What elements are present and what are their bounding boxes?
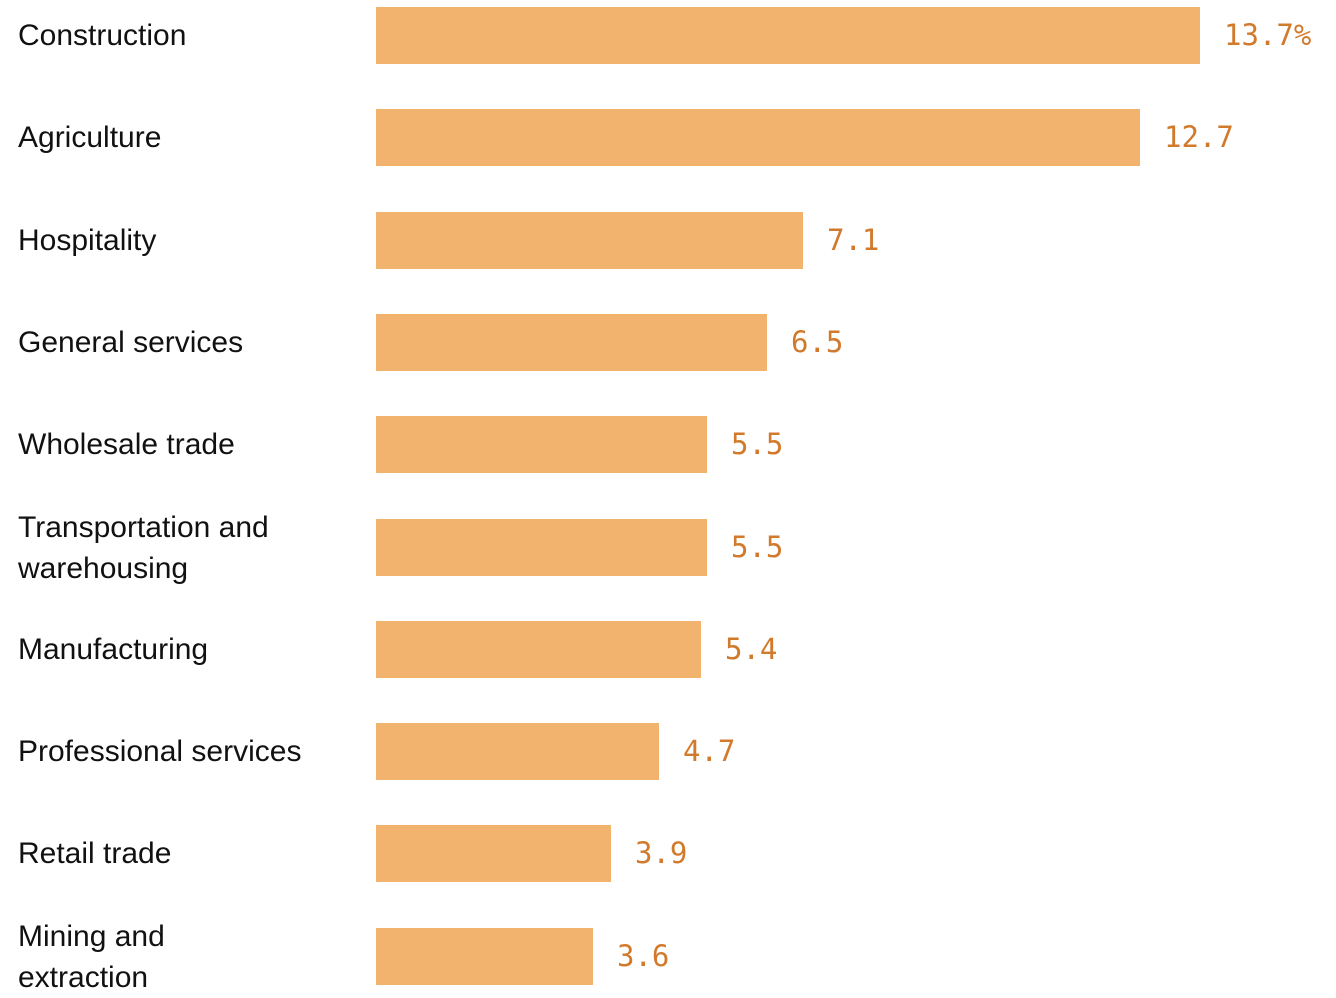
category-label: Professional services — [18, 735, 302, 768]
bar — [376, 314, 767, 371]
data-label: 3.9 — [635, 836, 688, 870]
category-label: Hospitality — [18, 224, 157, 257]
bar — [376, 212, 803, 269]
category-label: General services — [18, 326, 244, 359]
data-label: 7.1 — [827, 223, 880, 257]
data-label: 5.5 — [731, 530, 784, 564]
bar-row: Wholesale trade 5.5 — [0, 416, 1336, 473]
data-label: 13.7% — [1224, 18, 1312, 52]
data-label: 12.7 — [1164, 120, 1234, 154]
bar-row: Mining and extraction 3.6 — [0, 920, 1336, 994]
category-label: Wholesale trade — [18, 428, 235, 461]
bar — [376, 621, 701, 678]
category-label: Agriculture — [18, 121, 162, 154]
bar — [376, 519, 707, 576]
data-label: 3.6 — [617, 939, 670, 973]
bar-row: Construction 13.7% — [0, 7, 1336, 64]
bar-row: Transportation and warehousing 5.5 — [0, 511, 1336, 585]
bar-row: Hospitality 7.1 — [0, 212, 1336, 269]
bar — [376, 825, 611, 882]
bar — [376, 416, 707, 473]
category-label: Manufacturing — [18, 633, 209, 666]
bar — [376, 7, 1200, 64]
data-label: 5.5 — [731, 427, 784, 461]
bar-row: Retail trade 3.9 — [0, 825, 1336, 882]
data-label: 4.7 — [683, 734, 736, 768]
data-label: 6.5 — [791, 325, 844, 359]
bar-row: Manufacturing 5.4 — [0, 621, 1336, 678]
category-label: Transportation and warehousing — [18, 511, 269, 585]
data-label: 5.4 — [725, 632, 778, 666]
bar-row: General services 6.5 — [0, 314, 1336, 371]
bar — [376, 928, 593, 985]
category-label: Construction — [18, 19, 187, 52]
bar — [376, 723, 659, 780]
category-label: Retail trade — [18, 837, 172, 870]
bar-row: Agriculture 12.7 — [0, 109, 1336, 166]
bar-row: Professional services 4.7 — [0, 723, 1336, 780]
bar — [376, 109, 1140, 166]
category-label: Mining and extraction — [18, 920, 165, 994]
